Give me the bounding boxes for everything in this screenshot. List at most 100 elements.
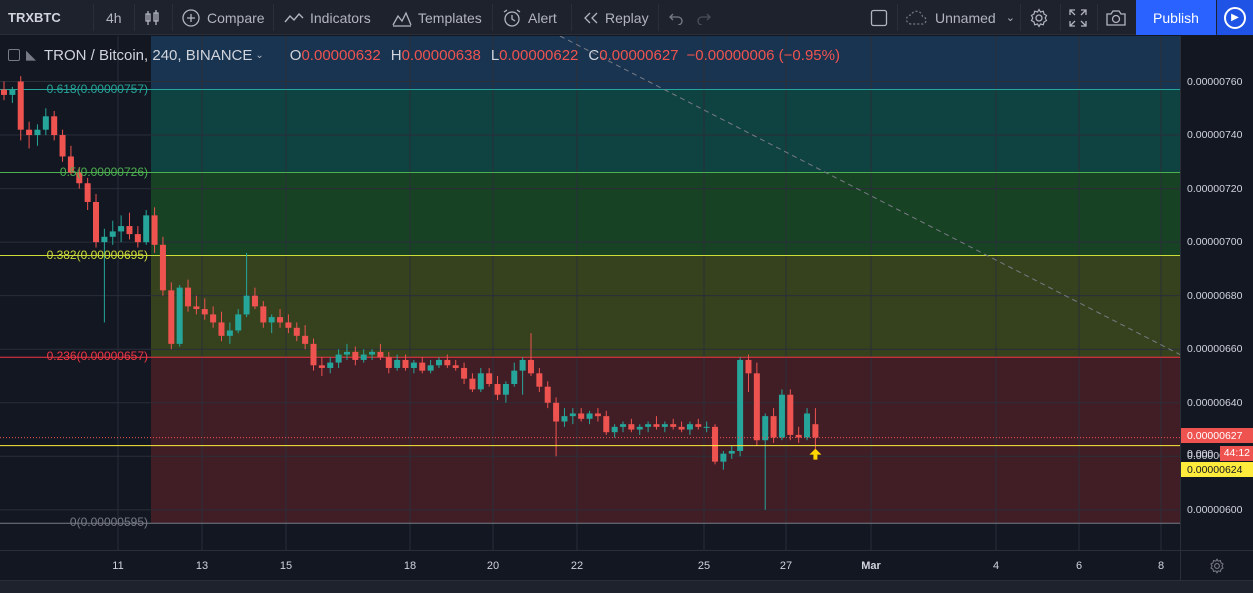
legend-toggle-icon[interactable] — [8, 49, 20, 61]
candle-body — [611, 426, 618, 433]
candle-body — [101, 236, 108, 243]
candle-body — [753, 373, 760, 441]
plus-circle-icon — [182, 8, 200, 27]
toolbar-divider — [93, 4, 94, 31]
candle-body — [218, 322, 225, 336]
gear-icon — [1030, 7, 1048, 28]
candle-body — [804, 413, 811, 438]
publish-label: Publish — [1153, 9, 1199, 26]
candle-body — [226, 330, 233, 336]
alert-label: Alert — [528, 9, 557, 26]
candle-body — [251, 295, 258, 307]
toolbar-divider — [1060, 4, 1061, 31]
layout-name-button[interactable]: Unnamed ⌄ — [905, 0, 1015, 35]
snapshot-button[interactable] — [1105, 0, 1127, 35]
price-chart[interactable] — [0, 36, 1180, 550]
symbol-search-button[interactable]: TRXBTC — [8, 10, 61, 25]
bottom-toolbar — [0, 580, 1253, 593]
square-icon — [870, 9, 888, 26]
candle-body — [636, 426, 643, 430]
candle-body — [352, 351, 359, 360]
toolbar-divider — [571, 4, 572, 31]
toolbar-divider — [1097, 4, 1098, 31]
candle-body — [812, 424, 819, 438]
fib-zone — [151, 89, 1180, 173]
legend-change: −0.00000006 (−0.95%) — [686, 46, 840, 64]
publish-button[interactable]: Publish — [1136, 0, 1216, 35]
candle-body — [728, 450, 735, 454]
templates-label: Templates — [418, 9, 482, 26]
fib-level-label: 0.618(0.00000757) — [46, 81, 148, 96]
candle-body — [193, 306, 200, 310]
templates-button[interactable]: Templates — [392, 0, 482, 35]
candle-body — [511, 370, 518, 385]
candle-body — [594, 413, 601, 417]
candle-body — [310, 343, 317, 366]
candle-body — [469, 378, 476, 390]
candle-body — [277, 317, 284, 323]
replay-button[interactable]: Replay — [583, 0, 649, 35]
candle-body — [293, 327, 300, 336]
axis-settings-button[interactable] — [1180, 550, 1253, 580]
compare-button[interactable]: Compare — [181, 0, 265, 35]
candle-body — [402, 359, 409, 368]
expand-icon — [1069, 8, 1087, 27]
layout-name-label: Unnamed — [935, 9, 996, 26]
candle-body — [444, 359, 451, 366]
legend-low: L0.00000622 — [490, 46, 579, 64]
candle-body — [419, 362, 426, 371]
time-axis[interactable]: 11 13 15 18 20 22 25 27 Mar 4 6 8 — [0, 550, 1180, 580]
price-tick-label: 0.00000640 — [1187, 396, 1243, 409]
candle-body — [452, 365, 459, 368]
candle-body — [461, 367, 468, 379]
series-legend: ◣ TRON / Bitcoin, 240, BINANCE ⌄ O0.0000… — [8, 46, 840, 64]
fib-zone — [151, 255, 1180, 358]
chart-style-button[interactable] — [143, 0, 161, 35]
interval-button[interactable]: 4h — [106, 0, 122, 35]
candle-body — [42, 116, 49, 130]
redo-icon — [697, 13, 711, 25]
indicators-label: Indicators — [310, 9, 371, 26]
fib-level-label: 0(0.00000595) — [69, 515, 148, 530]
publish-options-button[interactable]: ▶ — [1217, 0, 1253, 35]
fib-level-label: 0.382(0.00000695) — [46, 247, 148, 262]
legend-close: C0.00000627 — [588, 46, 679, 64]
fullscreen-button[interactable] — [1069, 0, 1087, 35]
price-axis[interactable]: 0.00000760 0.00000740 0.00000720 0.00000… — [1180, 36, 1253, 550]
candle-body — [369, 351, 376, 355]
undo-button[interactable] — [668, 0, 684, 35]
candle-body — [427, 365, 434, 371]
time-tick-label: 18 — [403, 560, 417, 572]
candle-body — [210, 314, 217, 323]
indicators-button[interactable]: Indicators — [284, 0, 371, 35]
candle-body — [385, 357, 392, 368]
candle-body — [243, 295, 250, 315]
fullscreen-select-button[interactable] — [870, 0, 888, 35]
legend-symbol-title[interactable]: TRON / Bitcoin, 240, BINANCE — [44, 46, 253, 64]
candle-body — [486, 373, 493, 385]
settings-button[interactable] — [1029, 0, 1049, 35]
time-tick-label: 6 — [1075, 560, 1083, 572]
candle-body — [201, 309, 208, 315]
fib-level-label: 0.5(0.00000726) — [59, 164, 148, 179]
fib-zone — [151, 357, 1180, 524]
candle-body — [377, 351, 384, 358]
time-tick-label: 27 — [779, 560, 793, 572]
candle-body — [670, 424, 677, 427]
price-tick-label: 0.00000600 — [1187, 503, 1243, 516]
chevron-down-icon[interactable]: ⌄ — [255, 49, 264, 61]
candle-body — [394, 359, 401, 368]
candle-body — [285, 322, 292, 328]
redo-button[interactable] — [696, 0, 712, 35]
chart-pane[interactable] — [0, 36, 1180, 550]
candle-body — [17, 81, 24, 130]
horizontal-line-price-tag: 0.00000624 — [1181, 462, 1253, 477]
candle-body — [327, 362, 334, 368]
candle-body — [235, 314, 242, 331]
candle-body — [143, 215, 150, 243]
toolbar-divider — [172, 4, 173, 31]
alert-button[interactable]: Alert — [502, 0, 557, 35]
time-tick-label: 20 — [486, 560, 500, 572]
candle-body — [737, 359, 744, 451]
candle-body — [151, 215, 158, 245]
